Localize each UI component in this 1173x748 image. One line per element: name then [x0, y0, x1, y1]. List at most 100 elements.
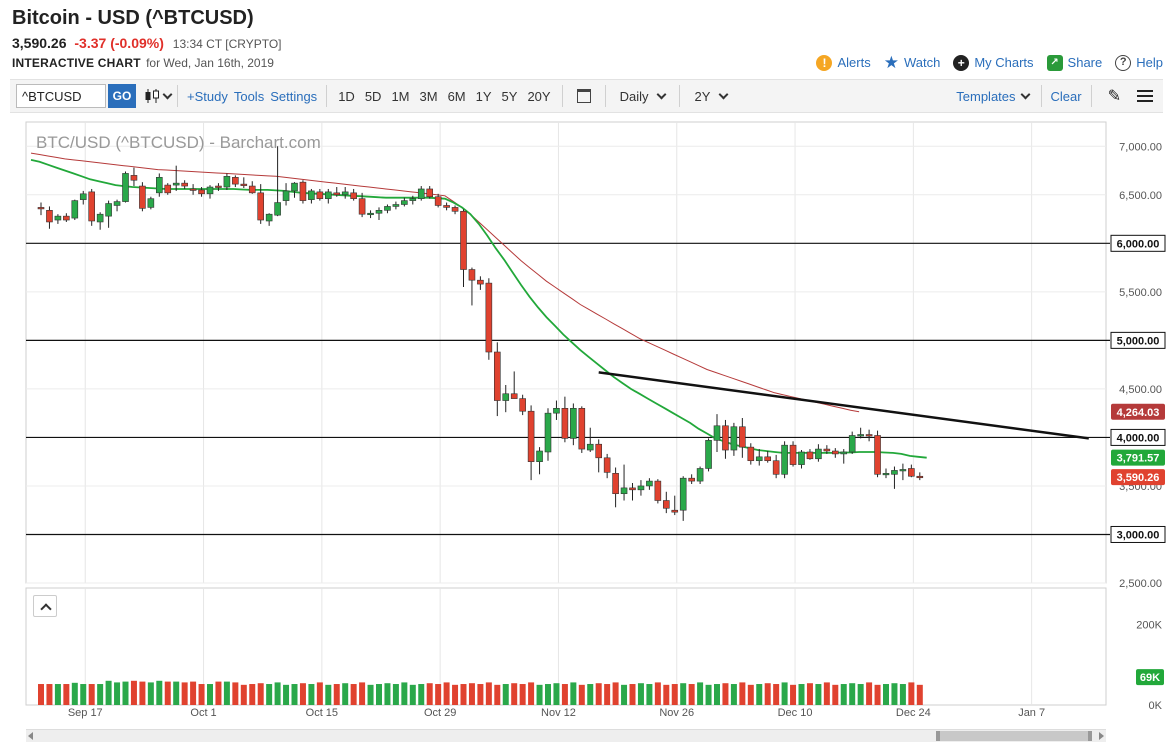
volume-bar — [629, 684, 636, 705]
watch-link[interactable]: ★ Watch — [884, 54, 941, 71]
volume-bar — [198, 684, 205, 705]
volume-bar — [316, 682, 323, 705]
candle-body — [637, 485, 645, 491]
chart-type-selector[interactable] — [144, 88, 173, 104]
chart-scrollbar[interactable] — [26, 729, 1106, 742]
volume-bar — [409, 684, 416, 705]
period-3m[interactable]: 3M — [419, 88, 438, 104]
candle-body — [341, 191, 349, 196]
volume-bar — [519, 684, 526, 705]
volume-bar — [798, 684, 805, 705]
candle-body — [130, 175, 138, 181]
volume-bar — [823, 682, 830, 705]
period-5y[interactable]: 5Y — [501, 88, 518, 104]
candle-body — [831, 450, 839, 455]
volume-bar — [308, 684, 315, 705]
level-tag — [1110, 525, 1166, 543]
settings-button[interactable]: Settings — [270, 88, 318, 104]
last-price: 3,590.26 — [12, 35, 67, 51]
symbol-input[interactable] — [16, 84, 106, 108]
tools-button[interactable]: Tools — [233, 88, 265, 104]
calendar-icon[interactable] — [576, 89, 591, 103]
candle-body — [620, 487, 628, 495]
y-tick-label: 2,500.00 — [1119, 578, 1162, 590]
price-chart[interactable]: Sep 17 Oct 1 Oct 15 Oct 29 Nov 12 Nov 26 Dec 1… — [0, 115, 1173, 730]
volume-bar — [849, 683, 856, 705]
volume-bar — [460, 684, 467, 705]
toolbar-divider — [679, 85, 681, 107]
candle-body — [468, 269, 476, 281]
collapse-volume-button[interactable] — [33, 595, 57, 617]
volume-bar — [426, 683, 433, 705]
candle-body — [358, 198, 366, 215]
candle-body — [426, 188, 434, 198]
range-dropdown[interactable]: 2Y — [694, 89, 729, 104]
volume-bar — [595, 683, 602, 705]
volume-bar — [392, 684, 399, 705]
quote-time: 13:34 CT [CRYPTO] — [172, 37, 282, 51]
volume-bar — [173, 681, 180, 705]
templates-label: Templates — [956, 88, 1016, 104]
level-tag — [1110, 428, 1166, 446]
volume-bar — [223, 681, 230, 705]
period-20y[interactable]: 20Y — [527, 88, 551, 104]
volume-bar — [325, 684, 332, 705]
candle-body — [189, 188, 197, 191]
candle-body — [502, 393, 510, 401]
volume-tick-label: 0K — [1149, 700, 1163, 712]
page-title: Bitcoin - USD (^BTCUSD) — [12, 7, 254, 29]
candle-body — [485, 282, 493, 353]
chart-label: INTERACTIVE CHART — [12, 56, 141, 70]
scroll-right-icon[interactable] — [1099, 732, 1104, 740]
volume-bar — [105, 680, 112, 705]
candle-body — [409, 198, 417, 201]
share-icon: ↗ — [1046, 54, 1063, 71]
scroll-left-icon[interactable] — [28, 732, 33, 740]
candle-body — [739, 426, 746, 448]
go-button[interactable]: GO — [108, 84, 136, 108]
help-link[interactable]: ? Help — [1115, 54, 1163, 71]
volume-bar — [367, 684, 374, 705]
candle-body — [248, 185, 256, 194]
candle-body — [37, 207, 45, 210]
study-button[interactable]: +Study — [187, 88, 228, 104]
ma-fast-line — [30, 159, 927, 459]
volume-bar — [908, 682, 915, 705]
volume-bar — [621, 684, 628, 705]
volume-bar — [122, 681, 129, 705]
volume-bar — [384, 683, 391, 705]
chart-title: BTC/USD (^BTCUSD) - Barchart.com — [36, 133, 321, 152]
volume-bar — [528, 682, 535, 705]
scroll-thumb[interactable] — [936, 731, 1092, 741]
draw-icon[interactable]: ✎ — [1107, 88, 1121, 105]
period-1d[interactable]: 1D — [338, 88, 355, 104]
candle-body — [882, 473, 890, 476]
menu-icon[interactable] — [1137, 90, 1153, 102]
alerts-link[interactable]: ! Alerts — [816, 54, 871, 71]
interval-dropdown[interactable]: Daily — [620, 89, 667, 104]
candle-body — [299, 181, 307, 201]
templates-dropdown[interactable]: Templates — [956, 88, 1030, 104]
help-label: Help — [1136, 55, 1163, 70]
clear-button[interactable]: Clear — [1050, 88, 1082, 104]
candle-body — [375, 210, 383, 214]
period-1y[interactable]: 1Y — [475, 88, 492, 104]
volume-bar — [114, 682, 121, 705]
price-tag — [1111, 403, 1165, 420]
candle-body — [713, 425, 721, 441]
chevron-down-icon — [657, 89, 667, 99]
share-link[interactable]: ↗ Share — [1046, 54, 1102, 71]
candle-body — [257, 192, 265, 221]
candle-body — [705, 440, 712, 469]
chart-subtitle: INTERACTIVE CHART for Wed, Jan 16th, 201… — [12, 56, 274, 70]
period-6m[interactable]: 6M — [447, 88, 466, 104]
period-5d[interactable]: 5D — [364, 88, 382, 104]
candle-body — [747, 446, 755, 462]
volume-bar — [249, 684, 256, 705]
period-1m[interactable]: 1M — [391, 88, 410, 104]
candle-body — [274, 202, 281, 216]
y-tick-label: 6,500.00 — [1119, 190, 1162, 202]
candle-body — [857, 434, 864, 437]
my-charts-link[interactable]: + My Charts — [953, 54, 1034, 71]
candle-body — [662, 500, 670, 509]
